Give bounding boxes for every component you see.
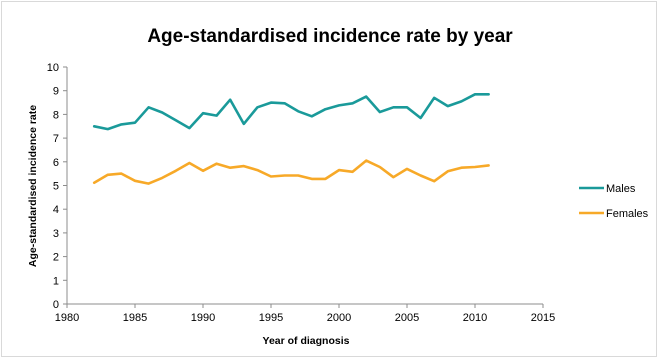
legend: Males Females	[579, 183, 649, 220]
x-axis-label: Year of diagnosis	[263, 335, 350, 347]
x-tick-label: 2000	[327, 312, 351, 324]
x-tick-label: 1985	[123, 312, 147, 324]
axes: 0 1 2 3 4 5 6 7 8 9 10 1980 1985 1990 1995 2000 2005 2010…	[47, 62, 555, 324]
x-tick-label: 1995	[259, 312, 283, 324]
y-axis-label: Age-standardised incidence rate	[27, 105, 39, 267]
y-tick-label: 4	[53, 204, 59, 216]
y-tick-label: 6	[53, 157, 59, 169]
chart-title: Age-standardised incidence rate by year	[147, 26, 513, 47]
x-tick-label: 1980	[55, 312, 79, 324]
x-tick-label: 1990	[191, 312, 215, 324]
series-line-males	[92, 93, 490, 131]
y-tick-label: 9	[53, 86, 59, 98]
legend-label-males: Males	[606, 183, 636, 195]
x-tick-label: 2010	[463, 312, 487, 324]
y-tick-label: 8	[53, 109, 59, 121]
y-tick-label: 1	[53, 275, 59, 287]
y-tick-label: 3	[53, 228, 59, 240]
x-tick-label: 2005	[395, 312, 419, 324]
series-layer	[92, 93, 490, 185]
legend-label-females: Females	[606, 208, 649, 220]
y-tick-label: 0	[53, 299, 59, 311]
y-tick-label: 10	[47, 62, 59, 74]
y-tick-label: 2	[53, 252, 59, 264]
x-tick-label: 2015	[531, 312, 555, 324]
series-line-females	[92, 159, 490, 185]
y-tick-label: 5	[53, 181, 59, 193]
y-tick-label: 7	[53, 133, 59, 145]
